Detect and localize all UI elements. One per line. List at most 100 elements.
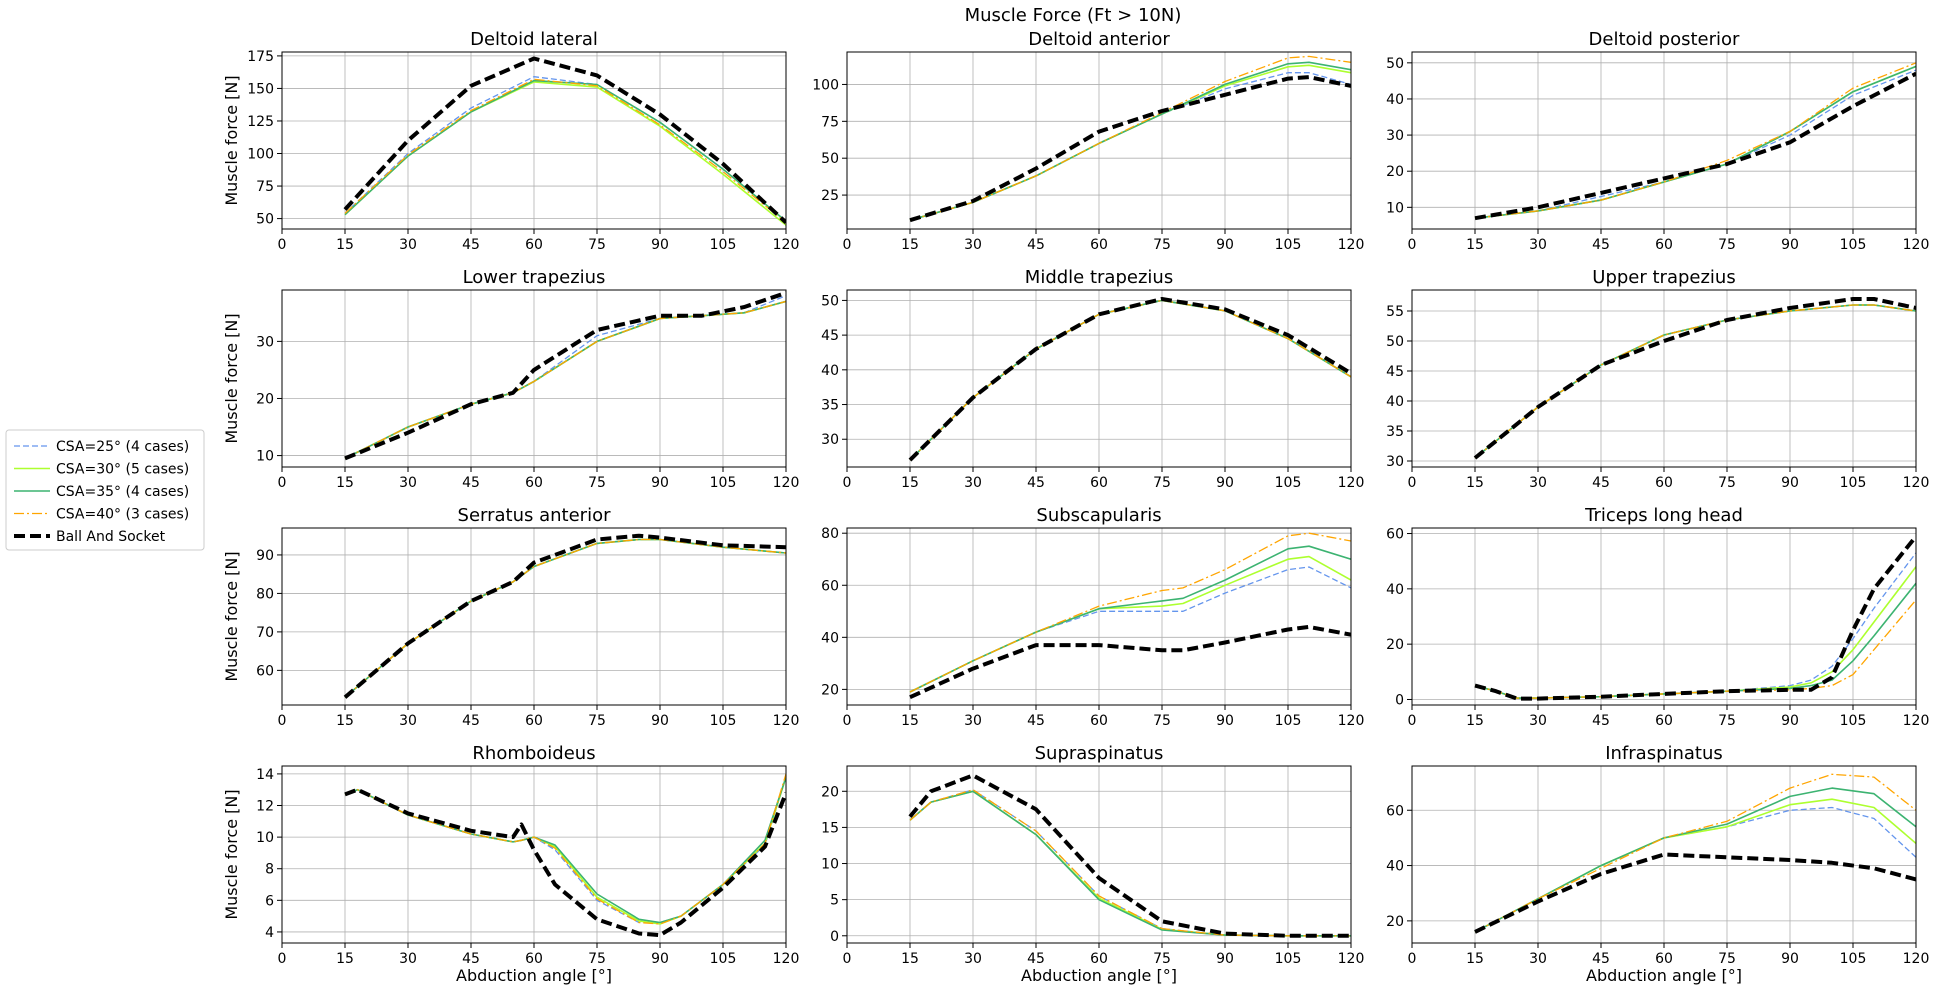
series-line-csa-25-4-cases bbox=[344, 538, 786, 698]
series-group bbox=[908, 773, 1351, 938]
y-tick-label: 10 bbox=[256, 830, 274, 846]
x-tick-label: 90 bbox=[1781, 237, 1799, 253]
x-tick-label: 30 bbox=[1529, 237, 1547, 253]
x-tick-label: 15 bbox=[1466, 237, 1484, 253]
y-tick-label: 75 bbox=[821, 114, 839, 130]
legend-item-csa-25-4-cases[interactable]: CSA=25° (4 cases) bbox=[14, 439, 189, 455]
x-tick-label: 120 bbox=[1903, 713, 1930, 729]
x-tick-label: 60 bbox=[525, 237, 543, 253]
y-tick-label: 14 bbox=[256, 767, 274, 783]
x-tick-label: 60 bbox=[1655, 951, 1673, 967]
x-tick-label: 90 bbox=[651, 713, 669, 729]
x-tick-label: 60 bbox=[1090, 951, 1108, 967]
x-tick-label: 90 bbox=[1781, 475, 1799, 491]
panel-title: Deltoid anterior bbox=[1028, 29, 1170, 50]
x-tick-label: 105 bbox=[710, 475, 737, 491]
panel-deltoid-posterior: 0 15 30 45 60 75 90 105 120 10 20 30 40 50 Deltoid pos… bbox=[1386, 29, 1929, 253]
x-tick-label: 30 bbox=[1529, 713, 1547, 729]
legend-box bbox=[5, 429, 205, 551]
x-tick-label: 60 bbox=[1090, 237, 1108, 253]
y-tick-label: 20 bbox=[821, 682, 839, 698]
legend-label: CSA=25° (4 cases) bbox=[56, 439, 189, 455]
x-tick-label: 0 bbox=[843, 475, 852, 491]
series-line-csa-35-4-cases bbox=[909, 299, 1351, 461]
y-tick-label: 40 bbox=[1386, 859, 1404, 875]
y-tick-label: 60 bbox=[1386, 803, 1404, 819]
y-tick-label: 20 bbox=[1386, 914, 1404, 930]
x-tick-label: 120 bbox=[1903, 475, 1930, 491]
grid bbox=[846, 290, 1352, 467]
series-line-csa-40-3-cases bbox=[909, 532, 1351, 693]
series-line-csa-40-3-cases bbox=[1474, 304, 1916, 459]
x-tick-label: 60 bbox=[525, 951, 543, 967]
series-line-csa-30-5-cases bbox=[344, 776, 786, 925]
y-tick-label: 20 bbox=[1386, 164, 1404, 180]
x-tick-label: 105 bbox=[1840, 475, 1867, 491]
y-axis-label: Muscle force [N] bbox=[222, 789, 241, 919]
x-tick-label: 90 bbox=[651, 475, 669, 491]
series-line-ball-and-socket bbox=[908, 773, 1351, 938]
series-line-ball-and-socket bbox=[1474, 535, 1916, 701]
x-tick-label: 45 bbox=[1027, 713, 1045, 729]
x-tick-label: 0 bbox=[1408, 475, 1417, 491]
series-group bbox=[909, 55, 1351, 223]
series-group bbox=[1474, 62, 1916, 221]
panel-subscapularis: 0 15 30 45 60 75 90 105 120 20 40 60 80 Subscapularis bbox=[821, 505, 1364, 729]
x-tick-label: 30 bbox=[964, 951, 982, 967]
x-tick-label: 0 bbox=[278, 951, 287, 967]
y-axis-label: Muscle force [N] bbox=[222, 313, 241, 443]
legend-item-csa-40-3-cases[interactable]: CSA=40° (3 cases) bbox=[14, 507, 189, 523]
legend-item-csa-30-5-cases[interactable]: CSA=30° (5 cases) bbox=[14, 462, 189, 478]
x-tick-label: 105 bbox=[1275, 475, 1302, 491]
x-tick-label: 120 bbox=[1338, 475, 1365, 491]
grid bbox=[281, 766, 787, 943]
panel-upper-trapezius: 0 15 30 45 60 75 90 105 120 30 35 40 45 50 55 Upper tra… bbox=[1386, 267, 1929, 491]
y-tick-label: 20 bbox=[1386, 637, 1404, 653]
series-line-csa-40-3-cases bbox=[344, 538, 786, 698]
x-tick-label: 120 bbox=[1903, 237, 1930, 253]
legend-label: CSA=35° (4 cases) bbox=[56, 484, 189, 500]
x-tick-label: 105 bbox=[710, 237, 737, 253]
series-line-csa-40-3-cases bbox=[909, 299, 1351, 461]
x-tick-label: 30 bbox=[399, 713, 417, 729]
x-tick-label: 60 bbox=[1655, 713, 1673, 729]
y-tick-label: 60 bbox=[1386, 527, 1404, 543]
series-line-csa-35-4-cases bbox=[909, 61, 1351, 221]
series-line-ball-and-socket bbox=[909, 75, 1351, 223]
x-tick-label: 60 bbox=[1090, 475, 1108, 491]
y-tick-label: 5 bbox=[830, 893, 839, 909]
series-line-csa-35-4-cases bbox=[1474, 65, 1916, 219]
x-tick-label: 0 bbox=[843, 237, 852, 253]
legend-item-ball-and-socket[interactable]: Ball And Socket bbox=[14, 529, 166, 545]
series-group bbox=[344, 291, 786, 461]
panels: 0 15 30 45 60 75 90 105 1205075100125150175Delto… bbox=[222, 29, 1929, 985]
x-tick-label: 30 bbox=[964, 475, 982, 491]
series-line-csa-30-5-cases bbox=[1474, 65, 1916, 219]
panel-lower-trapezius: 0 15 30 45 60 75 90 105 120 10 20 30 Lower trapezius… bbox=[222, 267, 799, 491]
legend-label: CSA=40° (3 cases) bbox=[56, 507, 189, 523]
x-tick-label: 45 bbox=[1592, 713, 1610, 729]
y-tick-label: 10 bbox=[256, 449, 274, 465]
y-tick-label: 15 bbox=[821, 820, 839, 836]
legend-item-csa-35-4-cases[interactable]: CSA=35° (4 cases) bbox=[14, 484, 189, 500]
x-tick-label: 105 bbox=[1840, 713, 1867, 729]
grid bbox=[1411, 528, 1917, 705]
y-tick-label: 35 bbox=[821, 398, 839, 414]
panel-middle-trapezius: 0 15 30 45 60 75 90 105 120 30 35 40 45 50 Middle trap… bbox=[821, 267, 1364, 491]
y-tick-label: 10 bbox=[1386, 200, 1404, 216]
x-tick-label: 30 bbox=[964, 237, 982, 253]
legend[interactable]: CSA=25° (4 cases) CSA=30° (5 cases) CSA=35… bbox=[5, 429, 205, 551]
grid bbox=[281, 528, 787, 705]
x-tick-label: 75 bbox=[588, 237, 606, 253]
y-tick-label: 35 bbox=[1386, 424, 1404, 440]
x-tick-label: 15 bbox=[901, 475, 919, 491]
x-tick-label: 60 bbox=[525, 713, 543, 729]
y-tick-label: 25 bbox=[821, 188, 839, 204]
x-tick-label: 75 bbox=[588, 713, 606, 729]
x-tick-label: 90 bbox=[1216, 475, 1234, 491]
y-tick-label: 40 bbox=[1386, 92, 1404, 108]
x-tick-label: 45 bbox=[1027, 237, 1045, 253]
y-tick-label: 12 bbox=[256, 799, 274, 815]
x-tick-label: 105 bbox=[1275, 713, 1302, 729]
x-tick-label: 30 bbox=[399, 951, 417, 967]
